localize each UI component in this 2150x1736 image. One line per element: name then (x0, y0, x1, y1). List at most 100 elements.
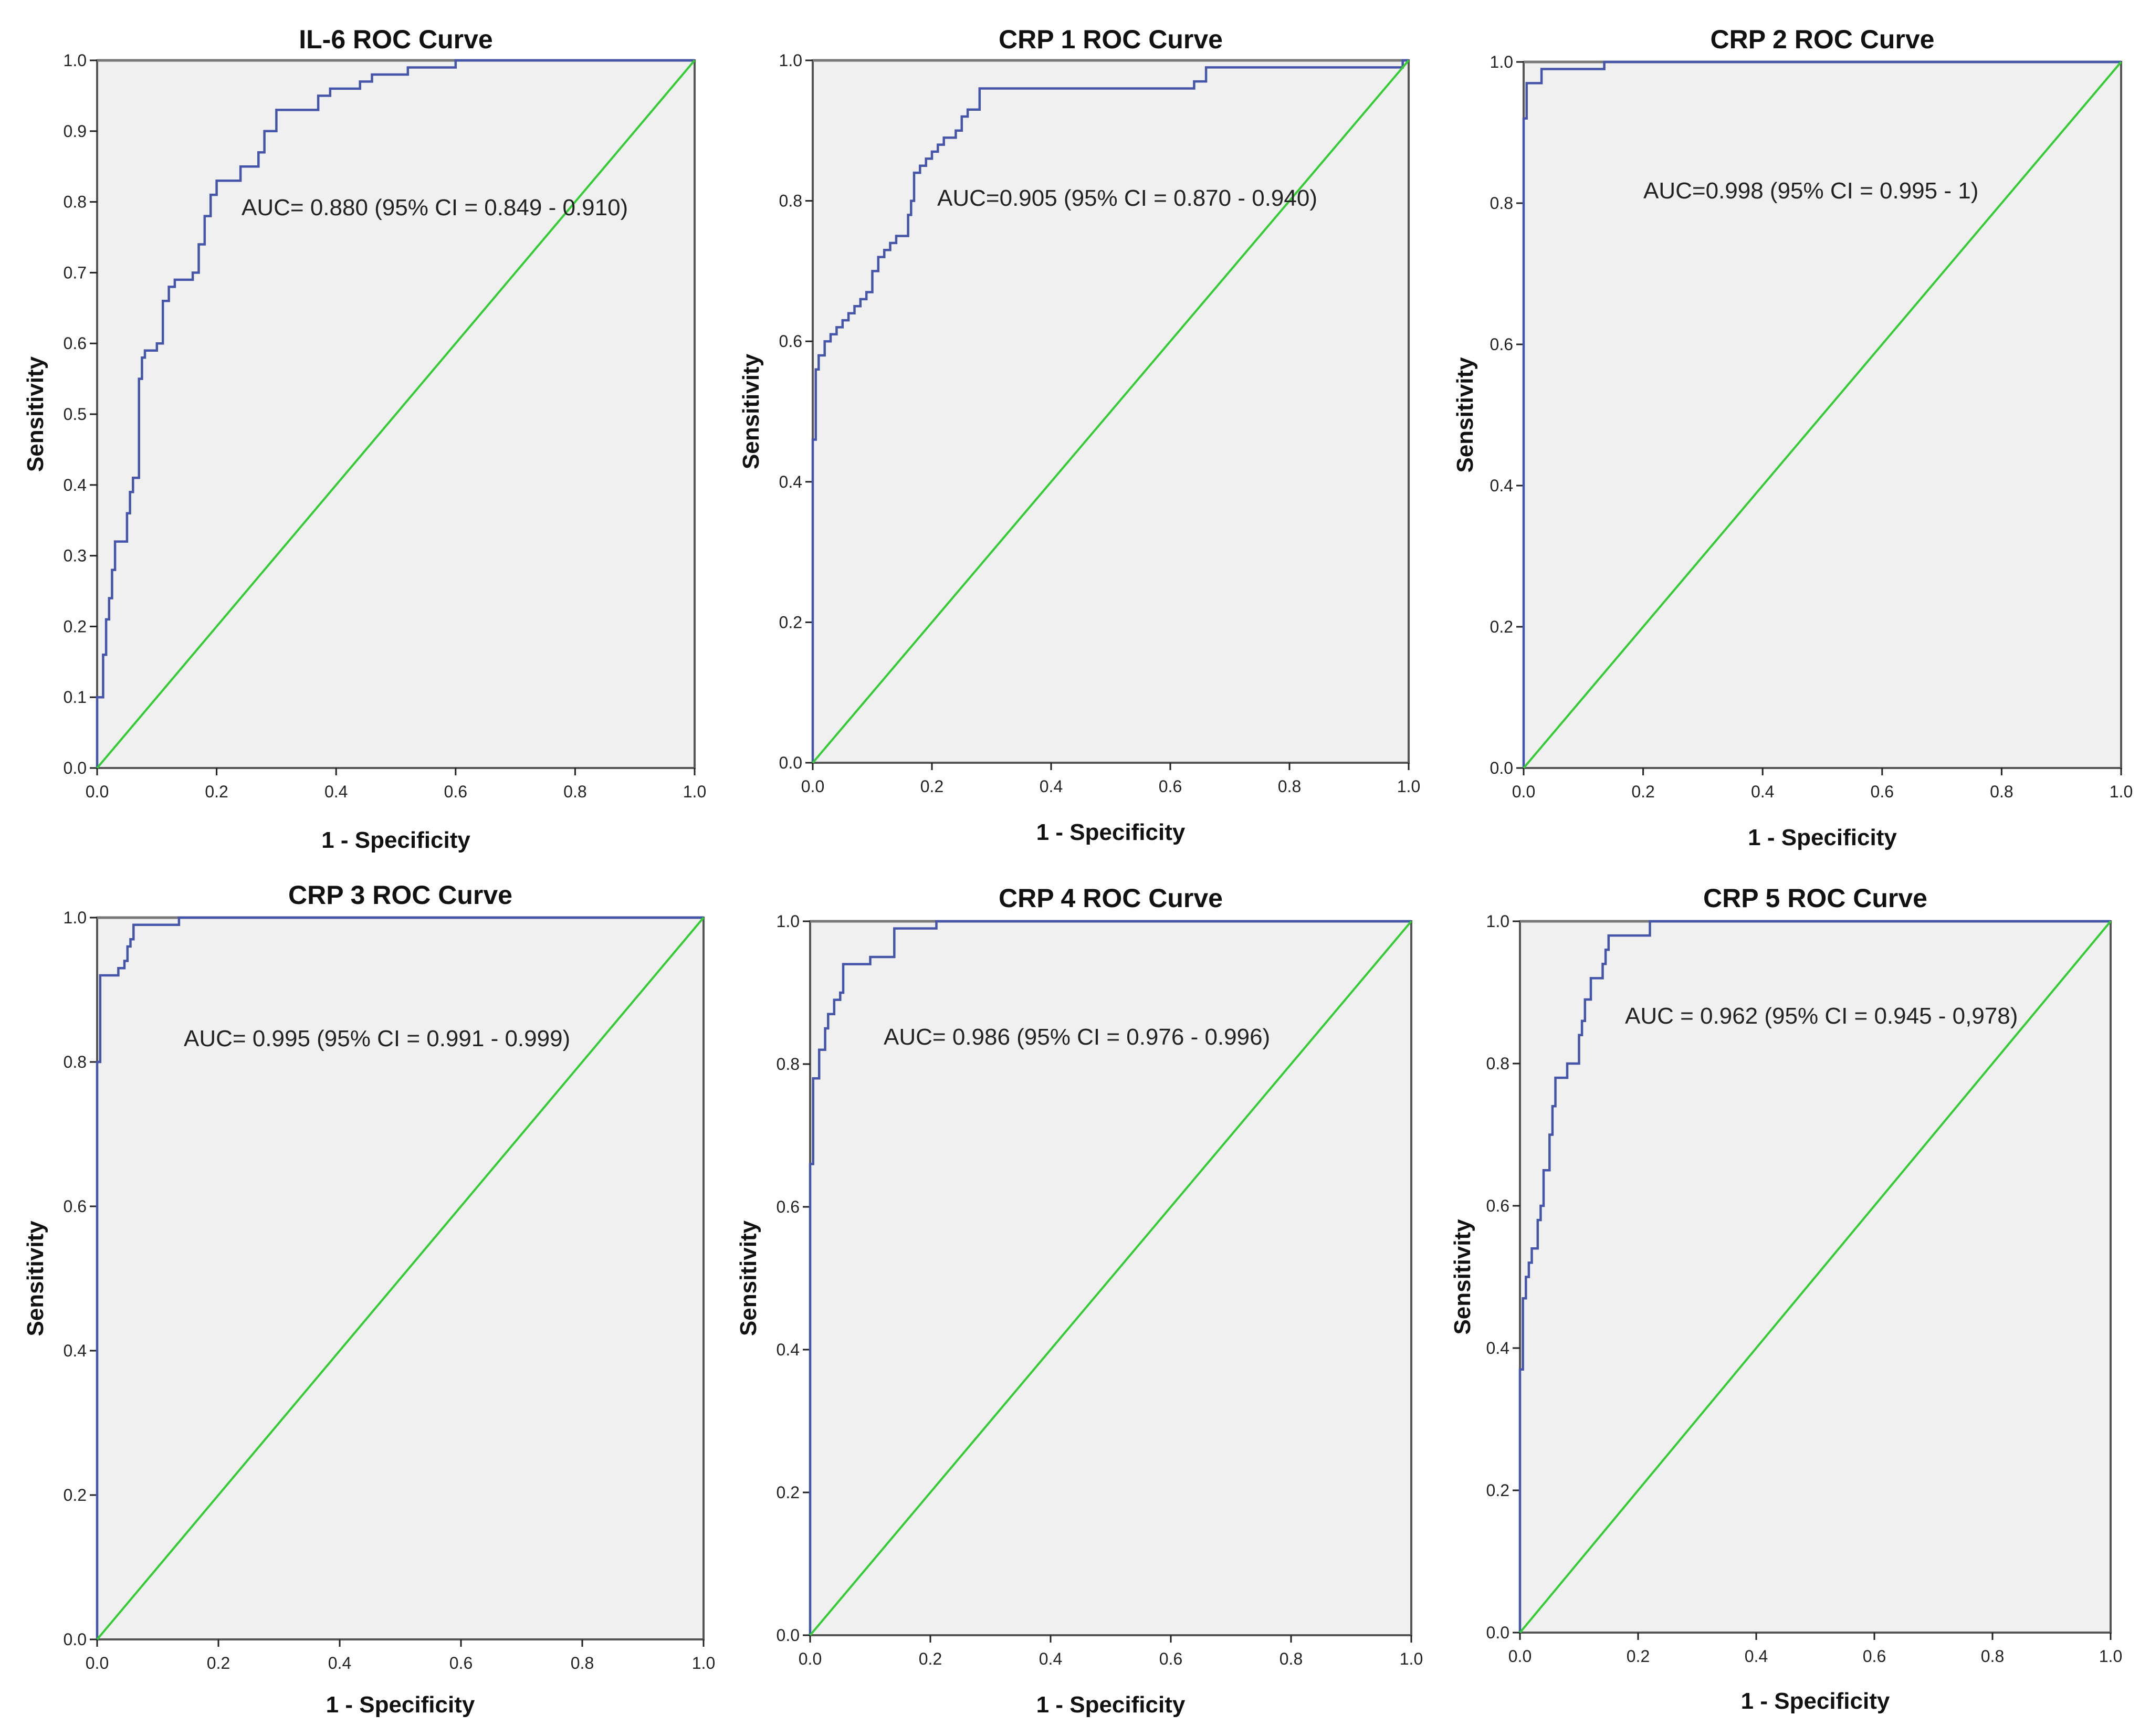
x-tick-label: 1.0 (683, 782, 706, 801)
y-tick-label: 1.0 (779, 51, 802, 70)
y-tick-label: 0.4 (64, 476, 87, 495)
y-tick-label: 1.0 (1486, 912, 1509, 931)
y-tick-label: 0.0 (64, 1630, 87, 1649)
x-tick-label: 0.0 (799, 1649, 822, 1668)
y-tick-label: 0.2 (777, 1483, 800, 1502)
x-tick-label: 0.2 (1627, 1647, 1650, 1666)
auc-annotation: AUC= 0.995 (95% CI = 0.991 - 0.999) (184, 1026, 570, 1051)
auc-annotation: AUC= 0.880 (95% CI = 0.849 - 0.910) (242, 195, 628, 220)
roc-curve-line (809, 920, 1411, 1635)
y-tick-label: 0.8 (64, 1053, 87, 1071)
chart-title: CRP 1 ROC Curve (999, 25, 1223, 54)
y-tick-label: 0.0 (1486, 1623, 1509, 1642)
y-tick-label: 0.0 (64, 759, 87, 777)
y-axis-label: Sensitivity (736, 1220, 761, 1336)
x-tick-label: 0.6 (1159, 1649, 1182, 1668)
x-tick-label: 0.8 (571, 1654, 594, 1672)
x-tick-label: 0.0 (801, 777, 824, 796)
chart-title: CRP 5 ROC Curve (1703, 883, 1927, 913)
y-tick-label: 0.2 (1490, 617, 1513, 636)
chart-title: CRP 3 ROC Curve (288, 880, 512, 910)
x-axis-label: 1 - Specificity (326, 1692, 475, 1718)
reference-diagonal-line (1523, 61, 2122, 769)
x-tick-label: 0.4 (1039, 1649, 1062, 1668)
y-tick-label: 0.7 (64, 263, 87, 282)
x-tick-label: 0.2 (1631, 782, 1654, 801)
y-tick-label: 0.8 (1486, 1054, 1509, 1073)
y-tick-label: 0.0 (1490, 759, 1513, 777)
y-tick-label: 0.8 (64, 193, 87, 212)
y-tick-label: 0.3 (64, 546, 87, 565)
reference-diagonal-line (809, 920, 1412, 1636)
x-tick-label: 0.8 (1990, 782, 2013, 801)
y-tick-label: 0.6 (64, 1197, 87, 1216)
auc-annotation: AUC= 0.986 (95% CI = 0.976 - 0.996) (884, 1024, 1270, 1050)
y-tick-label: 0.2 (1486, 1481, 1509, 1500)
auc-annotation: AUC = 0.962 (95% CI = 0.945 - 0,978) (1625, 1003, 2018, 1029)
auc-annotation: AUC=0.998 (95% CI = 0.995 - 1) (1643, 178, 1978, 204)
y-tick-label: 0.1 (64, 688, 87, 707)
reference-diagonal-line (812, 59, 1410, 764)
y-tick-label: 1.0 (64, 908, 87, 927)
y-tick-label: 0.5 (64, 405, 87, 424)
y-tick-label: 0.2 (64, 1486, 87, 1504)
x-tick-label: 0.4 (1751, 782, 1774, 801)
chart-panels: IL-6 ROC Curve 0.0 0.2 0.4 0.6 0.8 1.0 0.0 0.1 0.… (23, 25, 2133, 1718)
x-tick-label: 0.6 (1159, 777, 1182, 796)
y-axis-label: Sensitivity (738, 353, 764, 469)
x-tick-label: 0.6 (1871, 782, 1894, 801)
y-tick-label: 0.8 (1490, 194, 1513, 213)
x-tick-label: 0.0 (1508, 1647, 1532, 1666)
reference-diagonal-line (96, 59, 696, 769)
roc-chart-1: IL-6 ROC Curve 0.0 0.2 0.4 0.6 0.8 1.0 0.0 0.1 0.… (23, 25, 706, 853)
x-axis-label: 1 - Specificity (1741, 1688, 1890, 1714)
chart-title: IL-6 ROC Curve (299, 25, 493, 54)
x-tick-label: 0.8 (1278, 777, 1301, 796)
x-tick-label: 1.0 (692, 1654, 715, 1672)
y-tick-label: 0.4 (777, 1340, 800, 1359)
x-tick-label: 0.4 (324, 782, 348, 801)
x-tick-label: 0.0 (86, 1654, 109, 1672)
x-tick-label: 0.4 (328, 1654, 351, 1672)
x-tick-label: 0.2 (919, 1649, 942, 1668)
x-tick-label: 1.0 (1400, 1649, 1423, 1668)
reference-diagonal-line (1519, 920, 2112, 1634)
x-axis-label: 1 - Specificity (1036, 1692, 1186, 1718)
x-tick-label: 1.0 (1397, 777, 1420, 796)
chart-title: CRP 4 ROC Curve (999, 883, 1223, 913)
x-axis-label: 1 - Specificity (1036, 819, 1186, 845)
x-tick-label: 0.2 (205, 782, 228, 801)
auc-annotation: AUC=0.905 (95% CI = 0.870 - 0.940) (937, 185, 1317, 211)
reference-diagonal-line (96, 917, 705, 1640)
chart-title: CRP 2 ROC Curve (1711, 25, 1935, 54)
y-axis-label: Sensitivity (1450, 1219, 1475, 1335)
y-tick-label: 0.8 (779, 192, 802, 211)
y-tick-label: 0.4 (1490, 476, 1513, 495)
y-tick-label: 0.6 (1486, 1196, 1509, 1215)
y-tick-label: 1.0 (1490, 52, 1513, 71)
roc-chart-5: CRP 4 ROC Curve 0.0 0.2 0.4 0.6 0.8 1.0 0.0 0.2 0… (736, 883, 1423, 1718)
y-axis-label: Sensitivity (23, 356, 48, 472)
y-tick-label: 0.6 (64, 334, 87, 353)
y-tick-label: 0.4 (64, 1341, 87, 1360)
x-axis-label: 1 - Specificity (1748, 825, 1897, 850)
roc-chart-4: CRP 3 ROC Curve 0.0 0.2 0.4 0.6 0.8 1.0 0.0 0.2 0… (23, 880, 715, 1718)
x-tick-label: 0.8 (563, 782, 586, 801)
x-tick-label: 0.6 (444, 782, 467, 801)
y-tick-label: 0.4 (1486, 1339, 1509, 1358)
x-tick-label: 0.6 (1863, 1647, 1886, 1666)
x-tick-label: 0.8 (1279, 1649, 1303, 1668)
y-tick-label: 0.0 (779, 753, 802, 772)
roc-curve-line (1518, 920, 2111, 1633)
x-tick-label: 0.2 (207, 1654, 230, 1672)
y-tick-label: 0.2 (64, 617, 87, 636)
roc-chart-6: CRP 5 ROC Curve 0.0 0.2 0.4 0.6 0.8 1.0 0.0 0.2 0… (1450, 883, 2122, 1714)
roc-curve-line (811, 59, 1409, 763)
x-axis-label: 1 - Specificity (321, 827, 470, 853)
y-tick-label: 0.4 (779, 472, 802, 491)
y-tick-label: 1.0 (777, 912, 800, 931)
x-tick-label: 0.4 (1745, 1647, 1768, 1666)
x-tick-label: 1.0 (2099, 1647, 2122, 1666)
roc-curve-line (96, 916, 704, 1639)
